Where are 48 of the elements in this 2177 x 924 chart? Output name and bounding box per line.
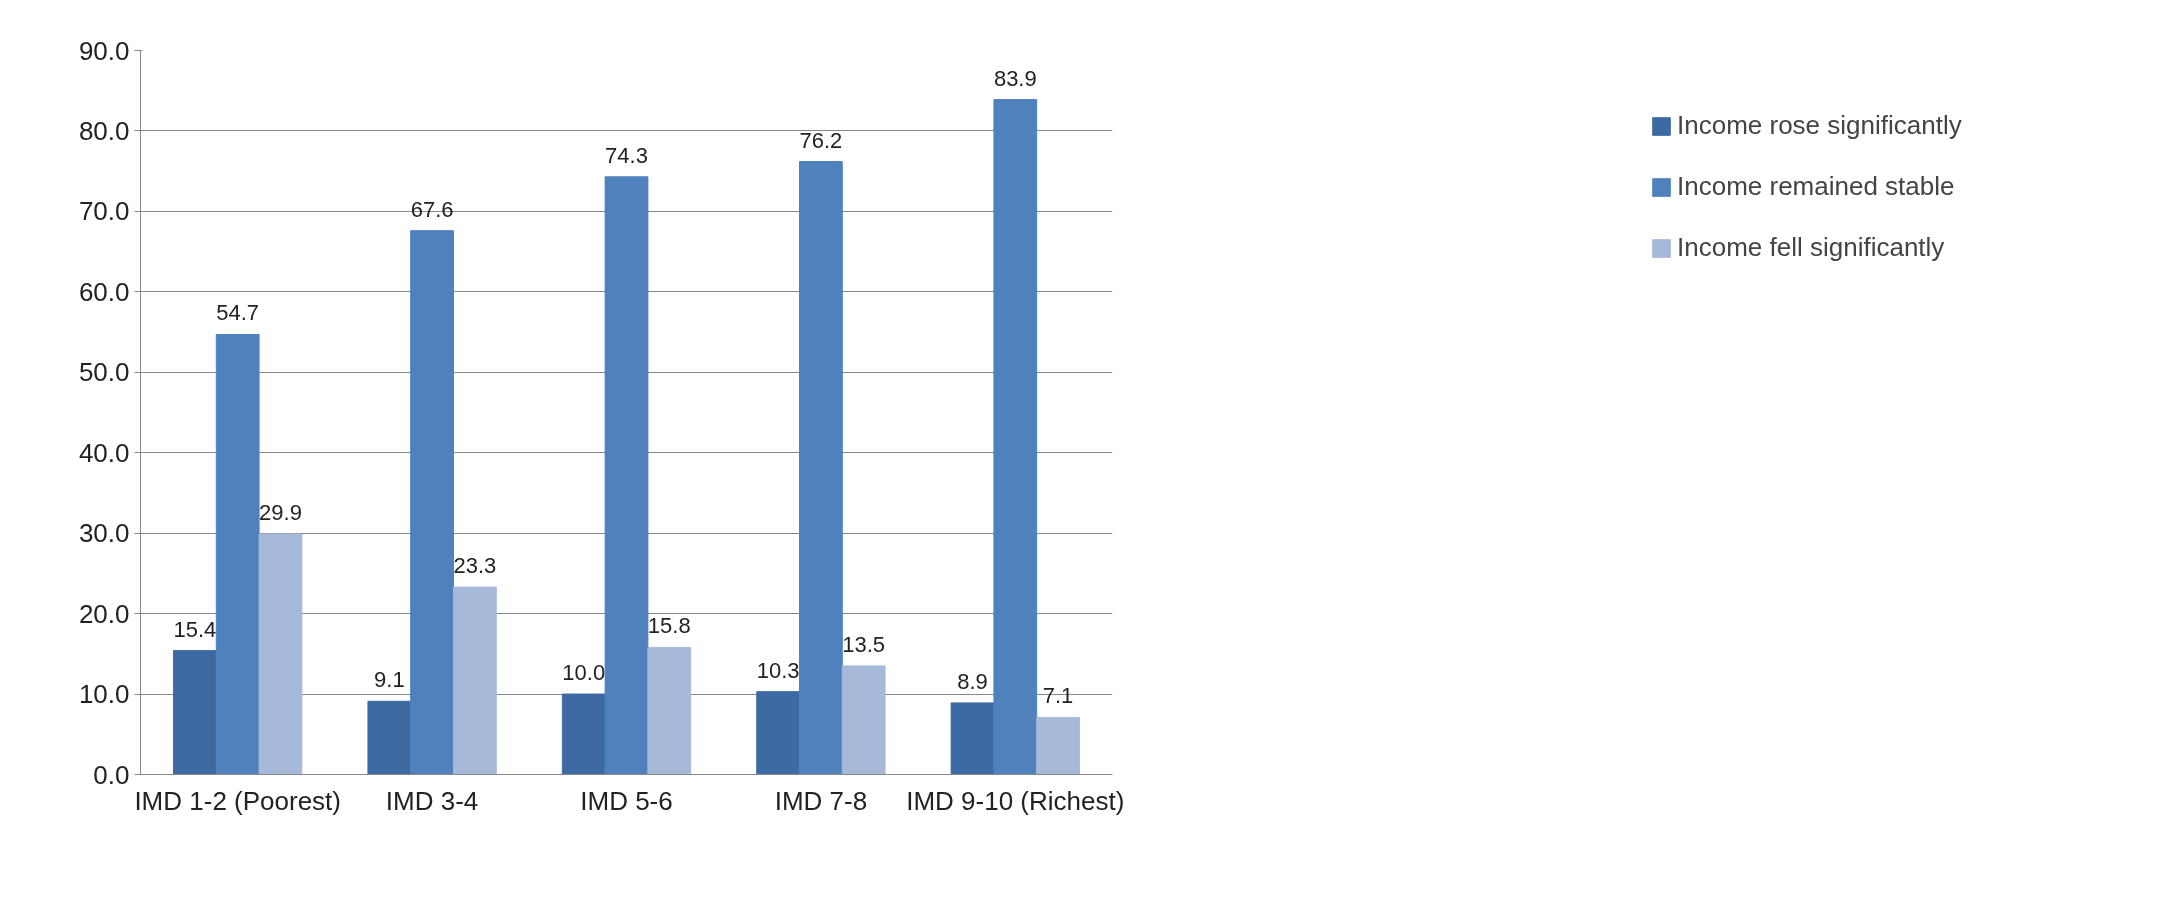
- y-tick-label: 50.0: [78, 357, 130, 388]
- bar: [841, 665, 886, 775]
- bar: [799, 161, 843, 775]
- x-tick-label: IMD 5-6: [580, 785, 673, 816]
- data-label: 67.6: [410, 196, 454, 222]
- x-tick-label: IMD 9-10 (Richest): [906, 785, 1125, 816]
- bar: [215, 333, 260, 775]
- data-label: 10.0: [562, 660, 606, 686]
- legend-label: Income fell significantly: [1677, 232, 1946, 263]
- y-tick-label: 90.0: [78, 35, 130, 66]
- y-tick-label: 10.0: [78, 679, 130, 710]
- x-tick-label: IMD 1-2 (Poorest): [134, 785, 342, 816]
- legend-label: Income remained stable: [1677, 171, 1956, 202]
- y-tick-label: 80.0: [78, 115, 130, 146]
- bar: [604, 176, 649, 775]
- data-label: 13.5: [842, 631, 886, 657]
- data-label: 15.4: [173, 616, 217, 642]
- data-label: 23.3: [453, 553, 497, 579]
- data-label: 76.2: [799, 127, 843, 153]
- y-tick-label: 0.0: [93, 759, 130, 790]
- y-tick-label: 70.0: [78, 196, 130, 227]
- data-label: 7.1: [1042, 683, 1074, 709]
- legend-label: Income rose significantly: [1677, 110, 1963, 141]
- bar: [173, 650, 217, 775]
- bar: [452, 586, 497, 775]
- bar: [258, 533, 303, 775]
- x-tick-label: IMD 7-8: [774, 785, 868, 816]
- data-label: 15.8: [647, 613, 691, 639]
- bar: [410, 230, 454, 775]
- y-tick-label: 30.0: [78, 518, 130, 549]
- bar: [561, 693, 606, 775]
- bar: [367, 700, 412, 775]
- data-label: 54.7: [216, 300, 260, 326]
- x-tick-label: IMD 3-4: [385, 785, 479, 816]
- data-label: 10.3: [756, 657, 800, 683]
- y-tick-label: 20.0: [78, 598, 130, 629]
- data-label: 83.9: [993, 65, 1037, 91]
- data-label: 9.1: [374, 667, 405, 693]
- bar: [647, 646, 692, 775]
- y-tick-label: 40.0: [78, 437, 130, 468]
- data-label: 8.9: [957, 668, 988, 694]
- bar: [756, 691, 801, 775]
- data-label: 74.3: [605, 142, 648, 168]
- y-tick-label: 60.0: [78, 276, 130, 307]
- bar: [1036, 716, 1080, 775]
- bar: [993, 99, 1038, 775]
- data-label: 29.9: [259, 499, 302, 525]
- bar: [950, 702, 995, 775]
